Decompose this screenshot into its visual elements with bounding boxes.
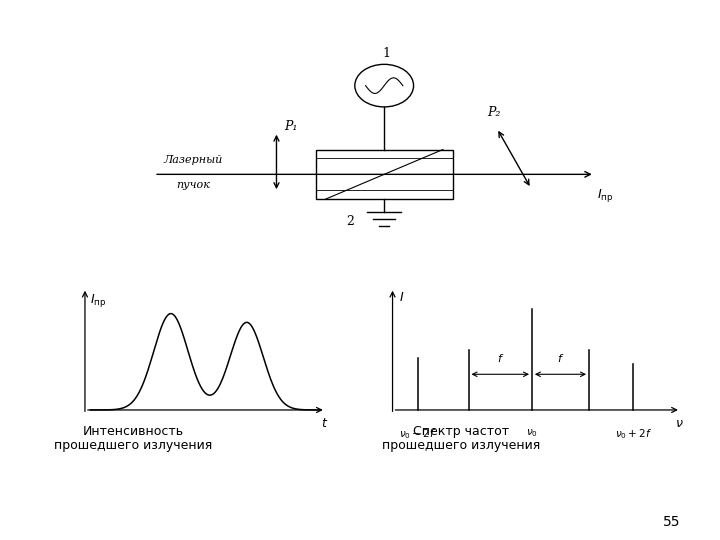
Text: прошедшего излучения: прошедшего излучения [382, 439, 540, 453]
Bar [315, 150, 453, 199]
Text: $\nu$: $\nu$ [675, 417, 684, 430]
Text: пучок: пучок [176, 180, 210, 190]
Text: Интенсивность: Интенсивность [83, 424, 184, 438]
Text: $f$: $f$ [497, 353, 504, 364]
Text: $I_{\rm пр}$: $I_{\rm пр}$ [91, 292, 107, 309]
Text: $\nu_0+2f$: $\nu_0+2f$ [615, 427, 652, 441]
Text: $t$: $t$ [321, 417, 328, 430]
Text: $I$: $I$ [399, 291, 404, 303]
Text: $\nu_0-2f$: $\nu_0-2f$ [400, 427, 436, 441]
Text: $I_{\rm пр}$: $I_{\rm пр}$ [597, 187, 613, 204]
Text: прошедшего излучения: прошедшего излучения [54, 439, 212, 453]
Text: $\nu_0$: $\nu_0$ [526, 427, 538, 438]
Text: 1: 1 [382, 47, 391, 60]
Text: Спектр частот: Спектр частот [413, 424, 509, 438]
Text: 2: 2 [346, 215, 354, 228]
Text: P₂: P₂ [487, 106, 501, 119]
Text: P₁: P₁ [284, 120, 297, 133]
Text: 55: 55 [663, 516, 680, 530]
Text: $f$: $f$ [557, 353, 564, 364]
Text: Лазерный: Лазерный [163, 156, 223, 165]
